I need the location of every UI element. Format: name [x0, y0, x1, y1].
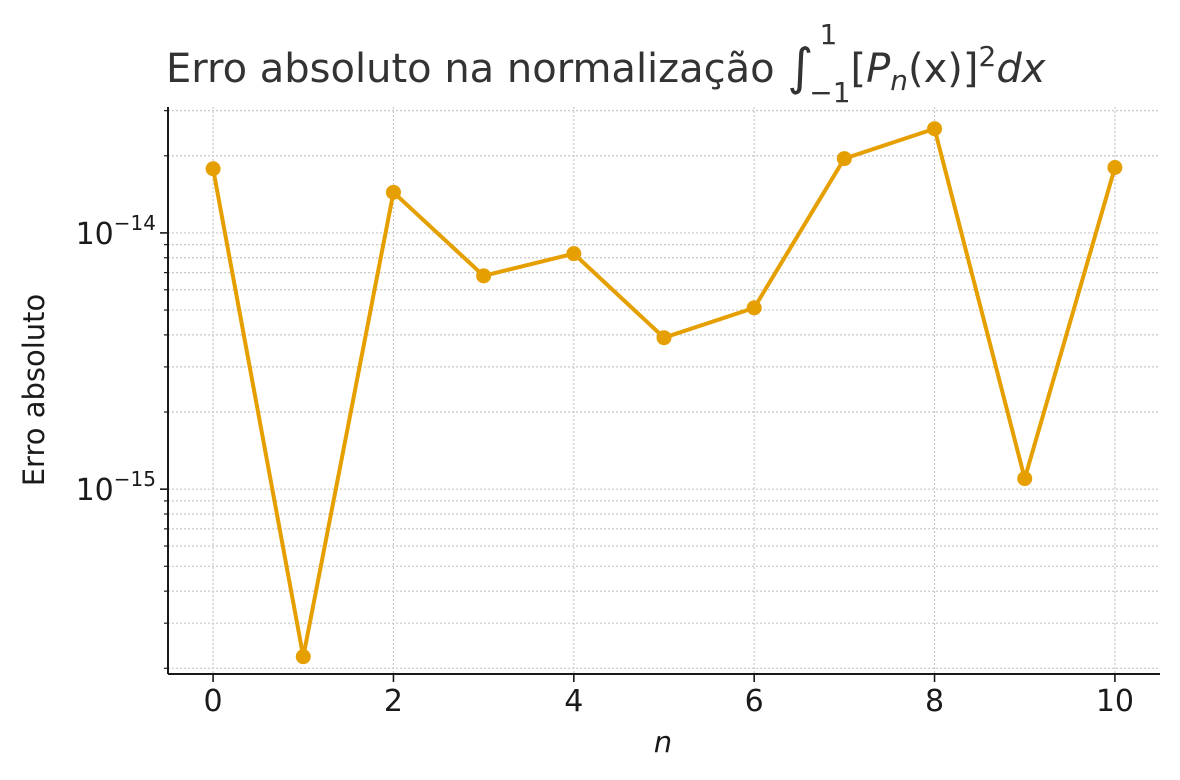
data-point	[295, 649, 311, 665]
data-point	[836, 151, 852, 167]
data-point	[566, 246, 582, 262]
integrand-sub: n	[890, 64, 908, 97]
title-prefix: Erro absoluto na normalização	[166, 46, 787, 92]
axes	[167, 107, 1160, 675]
data-point	[1017, 471, 1033, 487]
y-tick-label: 10−14	[76, 211, 156, 252]
y-axis-label: Erro absoluto	[17, 294, 51, 487]
integral-lower-limit: −1	[809, 76, 850, 109]
data-point	[385, 184, 401, 200]
x-tick-label: 6	[745, 684, 764, 719]
x-tick-label: 2	[384, 684, 403, 719]
integral-sign: ∫	[787, 38, 813, 96]
data-point	[656, 330, 672, 346]
integrand-sup: 2	[979, 40, 997, 73]
ticks: 0 2 4 6 8 10 10−14 10−15	[76, 110, 1134, 719]
integrand-var: P	[866, 46, 891, 92]
data-point	[1107, 159, 1123, 175]
series-markers	[205, 121, 1123, 665]
integrand-arg: (x)]	[908, 46, 979, 92]
x-axis-label: n	[654, 725, 672, 759]
integrand-open: [	[851, 46, 867, 92]
chart-title: Erro absoluto na normalização ∫1 −1[Pn(x)…	[166, 18, 1046, 109]
x-tick-label: 8	[925, 684, 944, 719]
series-polyline	[211, 126, 1117, 659]
differential: dx	[996, 46, 1045, 92]
data-point	[927, 121, 943, 137]
y-tick-label: 10−15	[76, 467, 156, 508]
data-point	[746, 300, 762, 316]
data-point	[476, 268, 492, 284]
data-point	[205, 161, 221, 177]
x-tick-label: 10	[1096, 684, 1134, 719]
x-tick-label: 0	[204, 684, 223, 719]
series-line	[211, 126, 1117, 659]
integral-upper-limit: 1	[819, 18, 837, 51]
grid	[168, 107, 1160, 674]
x-tick-label: 4	[564, 684, 583, 719]
